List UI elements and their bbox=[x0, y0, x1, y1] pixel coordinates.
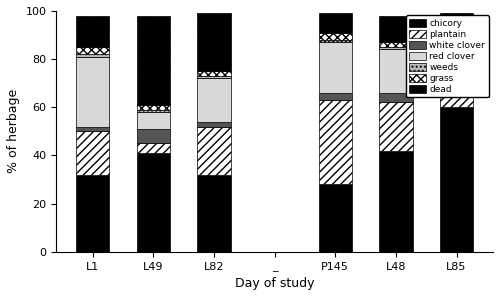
Bar bbox=[440, 54, 473, 59]
Bar bbox=[198, 76, 230, 78]
Bar bbox=[440, 81, 473, 86]
Bar bbox=[440, 107, 473, 252]
Bar bbox=[136, 112, 170, 129]
Bar bbox=[318, 100, 352, 184]
X-axis label: Day of study: Day of study bbox=[235, 277, 314, 290]
Bar bbox=[440, 64, 473, 81]
Bar bbox=[379, 102, 412, 151]
Bar bbox=[440, 13, 473, 54]
Bar bbox=[379, 47, 412, 50]
Legend: chicory, plantain, white clover, red clover, weeds, grass, dead: chicory, plantain, white clover, red clo… bbox=[406, 15, 488, 97]
Bar bbox=[198, 71, 230, 76]
Bar bbox=[318, 13, 352, 33]
Bar bbox=[136, 105, 170, 110]
Bar bbox=[198, 122, 230, 127]
Bar bbox=[198, 127, 230, 175]
Bar bbox=[318, 33, 352, 40]
Bar bbox=[440, 86, 473, 107]
Bar bbox=[136, 153, 170, 252]
Bar bbox=[379, 93, 412, 102]
Bar bbox=[76, 57, 110, 127]
Bar bbox=[379, 151, 412, 252]
Bar bbox=[379, 50, 412, 93]
Bar bbox=[198, 175, 230, 252]
Bar bbox=[76, 54, 110, 57]
Bar bbox=[318, 184, 352, 252]
Bar bbox=[136, 129, 170, 143]
Bar bbox=[198, 78, 230, 122]
Bar bbox=[136, 16, 170, 105]
Bar bbox=[379, 16, 412, 42]
Bar bbox=[440, 59, 473, 64]
Bar bbox=[76, 131, 110, 175]
Y-axis label: % of herbage: % of herbage bbox=[7, 89, 20, 173]
Bar bbox=[136, 110, 170, 112]
Bar bbox=[379, 42, 412, 47]
Bar bbox=[76, 16, 110, 47]
Bar bbox=[318, 42, 352, 93]
Bar bbox=[136, 143, 170, 153]
Bar bbox=[76, 47, 110, 54]
Bar bbox=[76, 127, 110, 131]
Bar bbox=[318, 93, 352, 100]
Bar bbox=[76, 175, 110, 252]
Bar bbox=[318, 40, 352, 42]
Bar bbox=[198, 13, 230, 71]
